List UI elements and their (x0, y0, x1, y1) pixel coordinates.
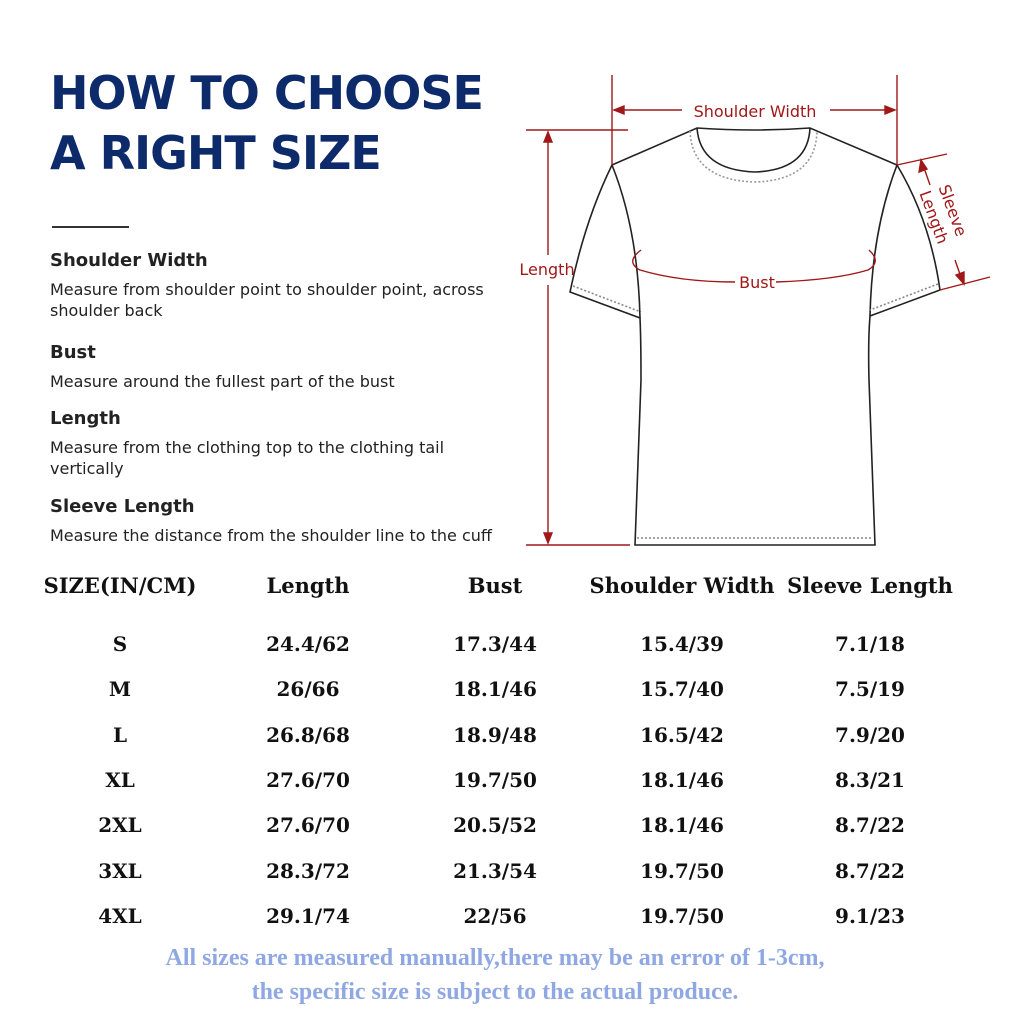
cell-length: 26/66 (276, 677, 340, 702)
guide-desc-length: Measure from the clothing top to the clo… (50, 438, 445, 478)
cell-shoulder-width: 15.7/40 (640, 677, 724, 702)
cell-sleeve-length: 7.5/19 (835, 677, 905, 702)
tshirt-outline (569, 127, 941, 546)
cell-size: L (112, 722, 128, 747)
cell-sleeve-length: 8.7/22 (835, 813, 905, 838)
header-bust: Bust (467, 573, 523, 598)
cell-length: 24.4/62 (266, 632, 350, 656)
header-size: SIZE(IN/CM) (43, 573, 197, 598)
guide-heading-sleeve: Sleeve Length (50, 496, 195, 517)
cell-sleeve-length: 7.1/18 (835, 632, 905, 656)
cell-size: 2XL (98, 813, 142, 838)
cell-shoulder-width: 18.1/46 (640, 767, 724, 792)
header-sleeve-length: Sleeve Length (787, 573, 953, 598)
cell-shoulder-width: 15.4/39 (640, 632, 724, 656)
header-shoulder-width: Shoulder Width (589, 573, 775, 598)
header-length: Length (266, 573, 350, 598)
divider (52, 226, 129, 228)
cell-bust: 19.7/50 (453, 767, 537, 792)
guide-heading-length: Length (50, 408, 121, 429)
cell-length: 27.6/70 (266, 813, 350, 838)
cell-sleeve-length: 8.7/22 (835, 858, 905, 883)
measurement-lines (526, 75, 991, 546)
guide-desc-sleeve: Measure the distance from the shoulder l… (50, 526, 492, 545)
label-shoulder-width: Shoulder Width (694, 102, 817, 121)
cell-length: 28.3/72 (266, 858, 350, 883)
cell-bust: 22/56 (463, 903, 527, 928)
cell-bust: 21.3/54 (453, 858, 537, 883)
cell-bust: 18.1/46 (453, 677, 537, 702)
title-line-2: A RIGHT SIZE (50, 126, 382, 180)
cell-shoulder-width: 19.7/50 (640, 903, 724, 928)
cell-sleeve-length: 8.3/21 (835, 767, 905, 792)
cell-sleeve-length: 9.1/23 (835, 903, 905, 928)
guide-heading-shoulder: Shoulder Width (50, 250, 208, 271)
guide-desc-bust: Measure around the fullest part of the b… (50, 372, 395, 391)
cell-bust: 20.5/52 (453, 813, 537, 838)
footnote-line-1: All sizes are measured manually,there ma… (165, 945, 825, 971)
footnote-line-2: the specific size is subject to the actu… (251, 979, 739, 1005)
guide-desc-shoulder: Measure from shoulder point to shoulder … (50, 280, 484, 320)
cell-bust: 18.9/48 (453, 722, 537, 747)
cell-size: 4XL (98, 903, 142, 928)
cell-bust: 17.3/44 (453, 632, 537, 656)
title-line-1: HOW TO CHOOSE (50, 66, 484, 120)
cell-size: S (112, 632, 128, 656)
cell-size: M (108, 677, 132, 702)
cell-length: 26.8/68 (266, 722, 350, 747)
label-bust: Bust (739, 273, 775, 292)
cell-size: XL (105, 767, 135, 792)
cell-shoulder-width: 18.1/46 (640, 813, 724, 838)
cell-shoulder-width: 19.7/50 (640, 858, 724, 883)
cell-size: 3XL (98, 858, 142, 883)
cell-length: 29.1/74 (266, 903, 350, 928)
label-length: Length (519, 260, 574, 279)
cell-sleeve-length: 7.9/20 (835, 722, 905, 747)
tshirt-diagram: Shoulder Width Length Bust Sleeve Length (519, 75, 991, 546)
cell-length: 27.6/70 (266, 767, 350, 792)
cell-shoulder-width: 16.5/42 (640, 722, 724, 747)
guide-heading-bust: Bust (50, 342, 96, 363)
